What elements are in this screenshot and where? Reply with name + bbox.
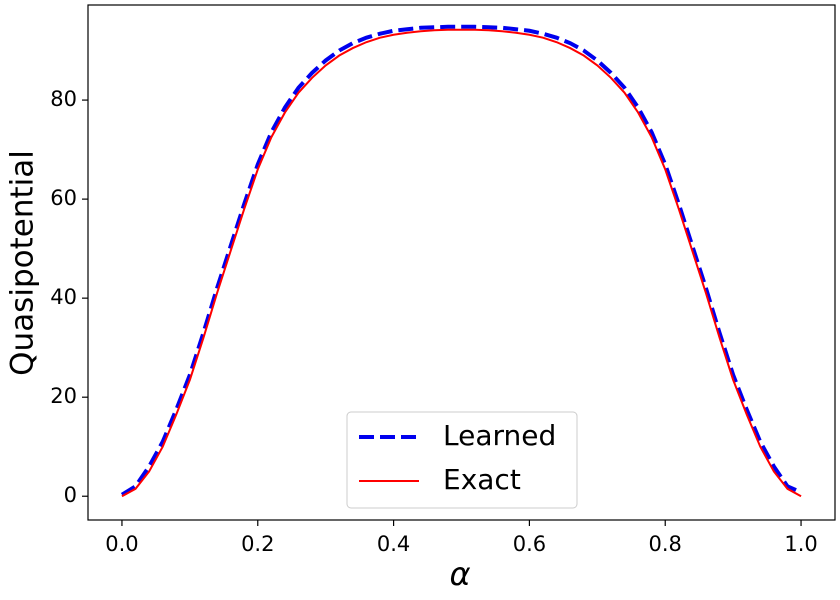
y-tick-label: 80	[50, 87, 77, 111]
series-line	[121, 28, 802, 498]
x-tick-label: 0.8	[649, 532, 682, 556]
series-line	[120, 24, 802, 497]
x-axis-label: α	[449, 555, 470, 593]
y-tick-label: 20	[50, 384, 77, 408]
x-tick-label: 0.4	[377, 532, 410, 556]
y-tick-label: 40	[50, 285, 77, 309]
y-axis-label: Quasipotential	[5, 150, 41, 376]
legend-label: Exact	[443, 463, 521, 496]
x-tick-label: 0.6	[513, 532, 546, 556]
plot-frame	[87, 4, 836, 521]
x-tick-label: 0.0	[105, 532, 138, 556]
x-tick-label: 1.0	[784, 532, 817, 556]
y-tick-label: 0	[64, 483, 77, 507]
y-tick-label: 60	[50, 186, 77, 210]
legend-label: Learned	[443, 419, 556, 452]
x-tick-label: 0.2	[241, 532, 274, 556]
